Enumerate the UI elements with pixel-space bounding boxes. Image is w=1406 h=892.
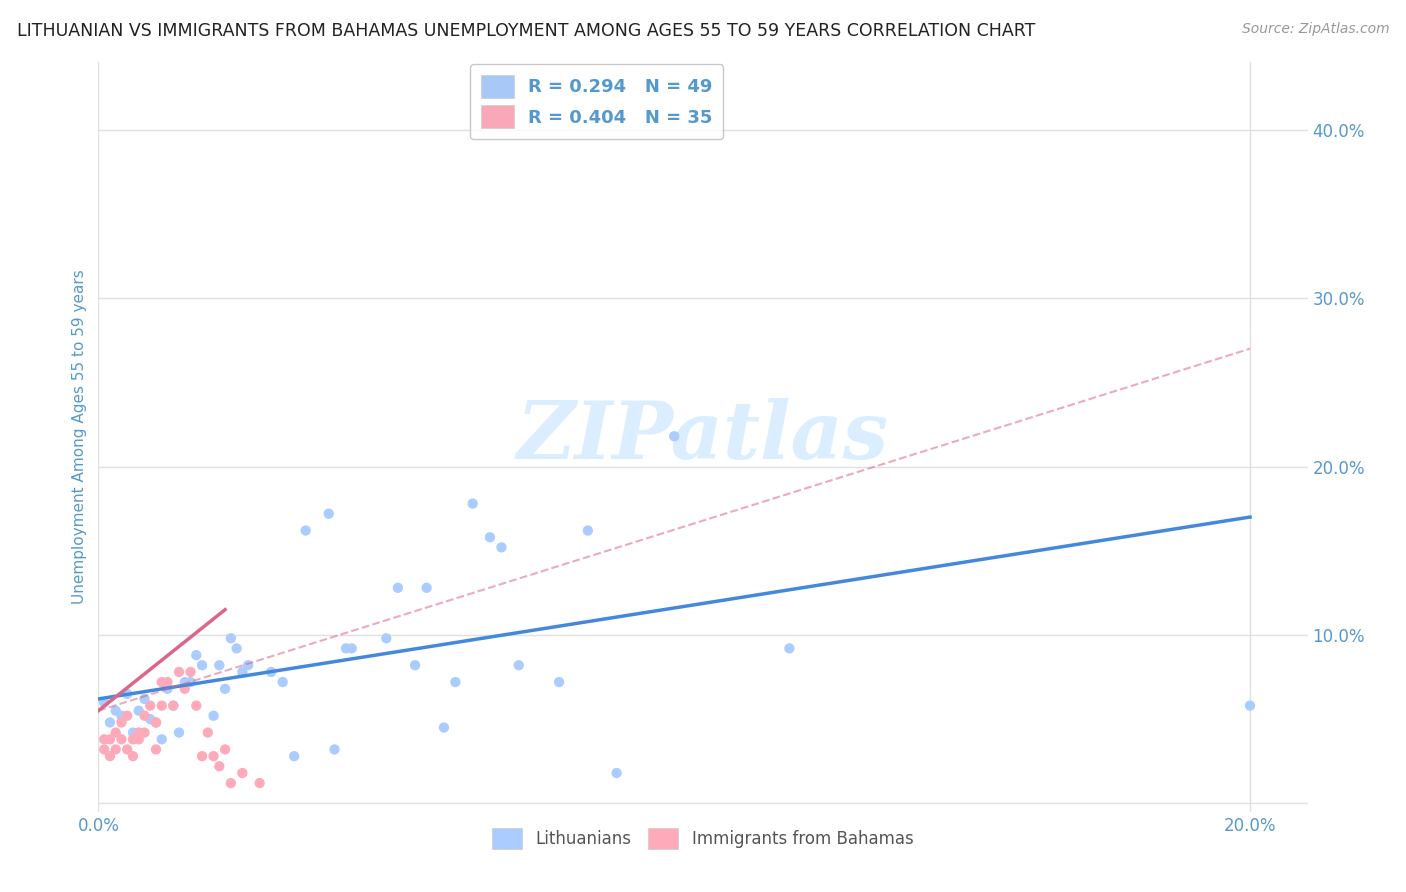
- Point: [294, 524, 316, 538]
- Point: [778, 641, 800, 656]
- Point: [219, 632, 242, 646]
- Point: [162, 698, 184, 713]
- Point: [122, 725, 145, 739]
- Point: [115, 708, 138, 723]
- Point: [128, 732, 150, 747]
- Point: [214, 742, 236, 756]
- Point: [110, 732, 132, 747]
- Point: [134, 725, 156, 739]
- Point: [156, 675, 179, 690]
- Point: [283, 749, 305, 764]
- Point: [214, 681, 236, 696]
- Point: [508, 658, 530, 673]
- Point: [191, 749, 214, 764]
- Text: Source: ZipAtlas.com: Source: ZipAtlas.com: [1241, 22, 1389, 37]
- Point: [318, 507, 340, 521]
- Point: [110, 708, 132, 723]
- Point: [208, 759, 231, 773]
- Point: [98, 749, 121, 764]
- Point: [145, 742, 167, 756]
- Point: [173, 675, 195, 690]
- Y-axis label: Unemployment Among Ages 55 to 59 years: Unemployment Among Ages 55 to 59 years: [72, 269, 87, 605]
- Point: [478, 530, 501, 544]
- Point: [191, 658, 214, 673]
- Point: [128, 725, 150, 739]
- Point: [606, 766, 628, 780]
- Point: [375, 632, 398, 646]
- Point: [249, 776, 271, 790]
- Point: [115, 687, 138, 701]
- Point: [115, 742, 138, 756]
- Text: ZIPatlas: ZIPatlas: [517, 399, 889, 475]
- Point: [186, 648, 208, 662]
- Point: [1239, 698, 1261, 713]
- Point: [231, 766, 253, 780]
- Point: [110, 715, 132, 730]
- Point: [335, 641, 357, 656]
- Point: [208, 658, 231, 673]
- Point: [444, 675, 467, 690]
- Point: [231, 665, 253, 679]
- Point: [664, 429, 686, 443]
- Point: [150, 732, 173, 747]
- Point: [433, 721, 456, 735]
- Point: [548, 675, 571, 690]
- Point: [186, 698, 208, 713]
- Text: LITHUANIAN VS IMMIGRANTS FROM BAHAMAS UNEMPLOYMENT AMONG AGES 55 TO 59 YEARS COR: LITHUANIAN VS IMMIGRANTS FROM BAHAMAS UN…: [17, 22, 1035, 40]
- Point: [104, 742, 127, 756]
- Point: [576, 524, 599, 538]
- Point: [236, 658, 259, 673]
- Point: [271, 675, 294, 690]
- Point: [167, 665, 190, 679]
- Point: [323, 742, 346, 756]
- Point: [93, 742, 115, 756]
- Point: [202, 749, 225, 764]
- Point: [260, 665, 283, 679]
- Point: [128, 704, 150, 718]
- Point: [150, 698, 173, 713]
- Point: [139, 698, 162, 713]
- Point: [122, 749, 145, 764]
- Point: [156, 681, 179, 696]
- Legend: Lithuanians, Immigrants from Bahamas: Lithuanians, Immigrants from Bahamas: [486, 822, 920, 855]
- Point: [134, 692, 156, 706]
- Point: [225, 641, 247, 656]
- Point: [173, 681, 195, 696]
- Point: [404, 658, 426, 673]
- Point: [180, 665, 202, 679]
- Point: [93, 732, 115, 747]
- Point: [98, 715, 121, 730]
- Point: [180, 675, 202, 690]
- Point: [167, 725, 190, 739]
- Point: [139, 712, 162, 726]
- Point: [145, 715, 167, 730]
- Point: [491, 541, 513, 555]
- Point: [340, 641, 363, 656]
- Point: [202, 708, 225, 723]
- Point: [104, 725, 127, 739]
- Point: [98, 732, 121, 747]
- Point: [162, 698, 184, 713]
- Point: [219, 776, 242, 790]
- Point: [197, 725, 219, 739]
- Point: [150, 675, 173, 690]
- Point: [415, 581, 437, 595]
- Point: [461, 497, 484, 511]
- Point: [145, 715, 167, 730]
- Point: [122, 732, 145, 747]
- Point: [387, 581, 409, 595]
- Point: [93, 695, 115, 709]
- Point: [134, 708, 156, 723]
- Point: [104, 704, 127, 718]
